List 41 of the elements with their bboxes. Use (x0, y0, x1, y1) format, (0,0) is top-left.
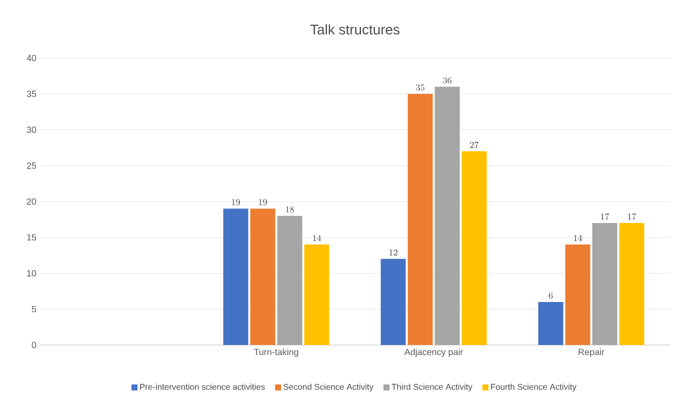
y-tick-label: 10 (27, 270, 36, 276)
bar (380, 258, 406, 345)
bar (277, 216, 302, 345)
data-label: 17 (600, 213, 610, 220)
data-label: 19 (258, 199, 267, 206)
bar (304, 244, 330, 345)
data-label: 6 (548, 292, 553, 299)
data-label: 17 (628, 213, 636, 220)
y-tick-label: 5 (32, 306, 36, 312)
y-tick-label: 40 (26, 54, 36, 62)
data-label: 12 (389, 249, 398, 256)
bar (250, 208, 276, 345)
chart-title: Talk structures (310, 24, 400, 35)
bar (223, 208, 248, 345)
legend-label: Second Science Activity (284, 384, 374, 392)
legend-label: Fourth Science Activity (491, 384, 577, 392)
data-label: 18 (286, 206, 294, 213)
bar (592, 223, 618, 345)
bar (538, 302, 564, 345)
y-tick-label: 0 (32, 342, 36, 348)
y-tick-label: 15 (27, 234, 36, 241)
legend-label: Third Science Activity (392, 384, 472, 392)
bar (462, 151, 487, 345)
x-tick-label: Adjacency pair (404, 348, 463, 357)
x-tick-label: Turn-taking (254, 348, 298, 357)
bar (408, 94, 433, 345)
bar (434, 86, 460, 345)
data-label: 36 (443, 77, 452, 84)
data-label: 19 (232, 199, 240, 206)
legend-label: Pre-intervention science activities (140, 384, 265, 390)
y-tick-label: 35 (26, 90, 36, 98)
x-tick-label: Repair (578, 348, 604, 357)
data-label: 27 (470, 142, 479, 148)
y-tick-label: 20 (26, 198, 36, 205)
y-tick-label: 25 (26, 162, 36, 169)
data-label: 14 (312, 234, 322, 242)
data-label: 14 (574, 234, 582, 242)
bar (565, 244, 590, 345)
y-tick-label: 30 (26, 126, 36, 133)
bar (619, 223, 644, 345)
data-label: 35 (416, 84, 424, 91)
